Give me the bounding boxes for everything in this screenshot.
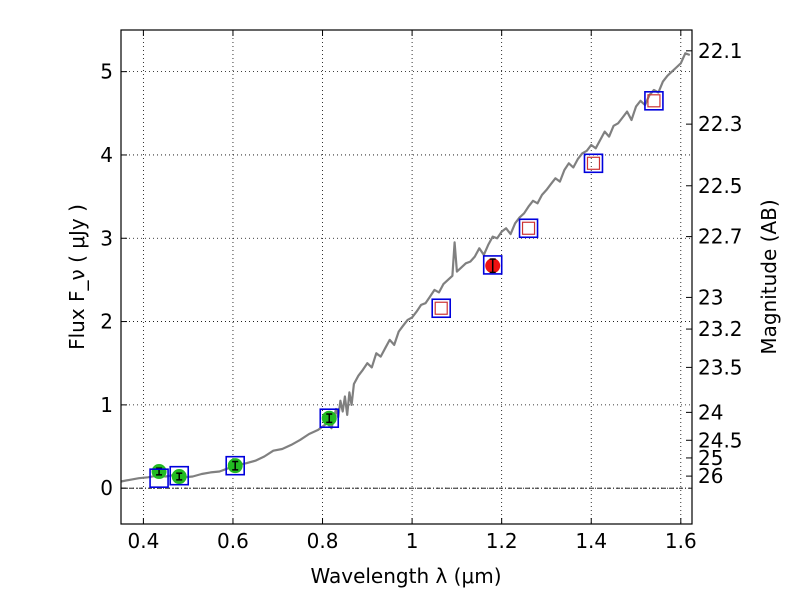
model-square-6 xyxy=(518,218,539,239)
limit-square-3 xyxy=(647,94,661,108)
x-tick-label-2: 0.8 xyxy=(307,529,339,553)
model-square-2 xyxy=(225,455,245,476)
y-axis-label: Flux F_ν ( μJy ) xyxy=(65,204,89,350)
y-tick-label-5: 5 xyxy=(100,60,113,84)
y-tick-label-3: 3 xyxy=(100,226,113,250)
y2-tick-label-7: 24 xyxy=(698,400,723,424)
y2-tick-label-1: 22.3 xyxy=(698,112,743,136)
y2-tick-label-6: 23.5 xyxy=(698,355,743,379)
y2-tick-label-0: 22.1 xyxy=(698,39,743,63)
x-axis-label: Wavelength λ (μm) xyxy=(310,564,501,588)
data-series xyxy=(120,52,691,488)
y2-tick-label-2: 22.5 xyxy=(698,174,743,198)
limit-square-1 xyxy=(521,221,536,235)
x-axis-label-text: Wavelength λ (μm) xyxy=(310,564,501,588)
y2-axis-label: Magnitude (AB) xyxy=(757,199,781,354)
plot-frame xyxy=(120,29,693,525)
x-tick-label-6: 1.6 xyxy=(665,529,697,553)
model-square-1 xyxy=(169,465,190,486)
model-square-7 xyxy=(583,153,604,174)
limit-square-2 xyxy=(586,156,601,170)
y-tick-label-2: 2 xyxy=(100,310,113,334)
y2-tick-label-5: 23.2 xyxy=(698,317,743,341)
model-square-5 xyxy=(482,255,503,275)
model-square-0 xyxy=(149,468,169,488)
y2-tick-label-3: 22.7 xyxy=(698,225,743,249)
model-spectrum-line xyxy=(120,52,691,483)
y2-tick-label-10: 26 xyxy=(698,464,723,488)
x-tick-label-3: 1 xyxy=(406,529,419,553)
y2-tick-label-4: 23 xyxy=(698,285,723,309)
model-square-8 xyxy=(644,91,664,111)
y2-tick-label-8: 24.5 xyxy=(698,428,743,452)
grid-lines xyxy=(121,30,692,524)
limit-square-0 xyxy=(434,301,448,315)
model-square-4 xyxy=(431,298,452,319)
y-tick-label-1: 1 xyxy=(100,393,113,417)
y2-tick-label-9: 25 xyxy=(698,446,723,470)
x-tick-label-0: 0.4 xyxy=(127,529,159,553)
x-tick-label-5: 1.4 xyxy=(575,529,607,553)
axis-ticks: 0.4 0.6 0.8 1 1.2 1.4 1.601234522.122.322.522.… xyxy=(100,30,743,553)
x-tick-label-4: 1.2 xyxy=(486,529,518,553)
y-tick-label-0: 0 xyxy=(100,476,113,500)
model-square-3 xyxy=(319,408,340,429)
x-tick-label-1: 0.6 xyxy=(217,529,249,553)
y-tick-label-4: 4 xyxy=(100,143,113,167)
